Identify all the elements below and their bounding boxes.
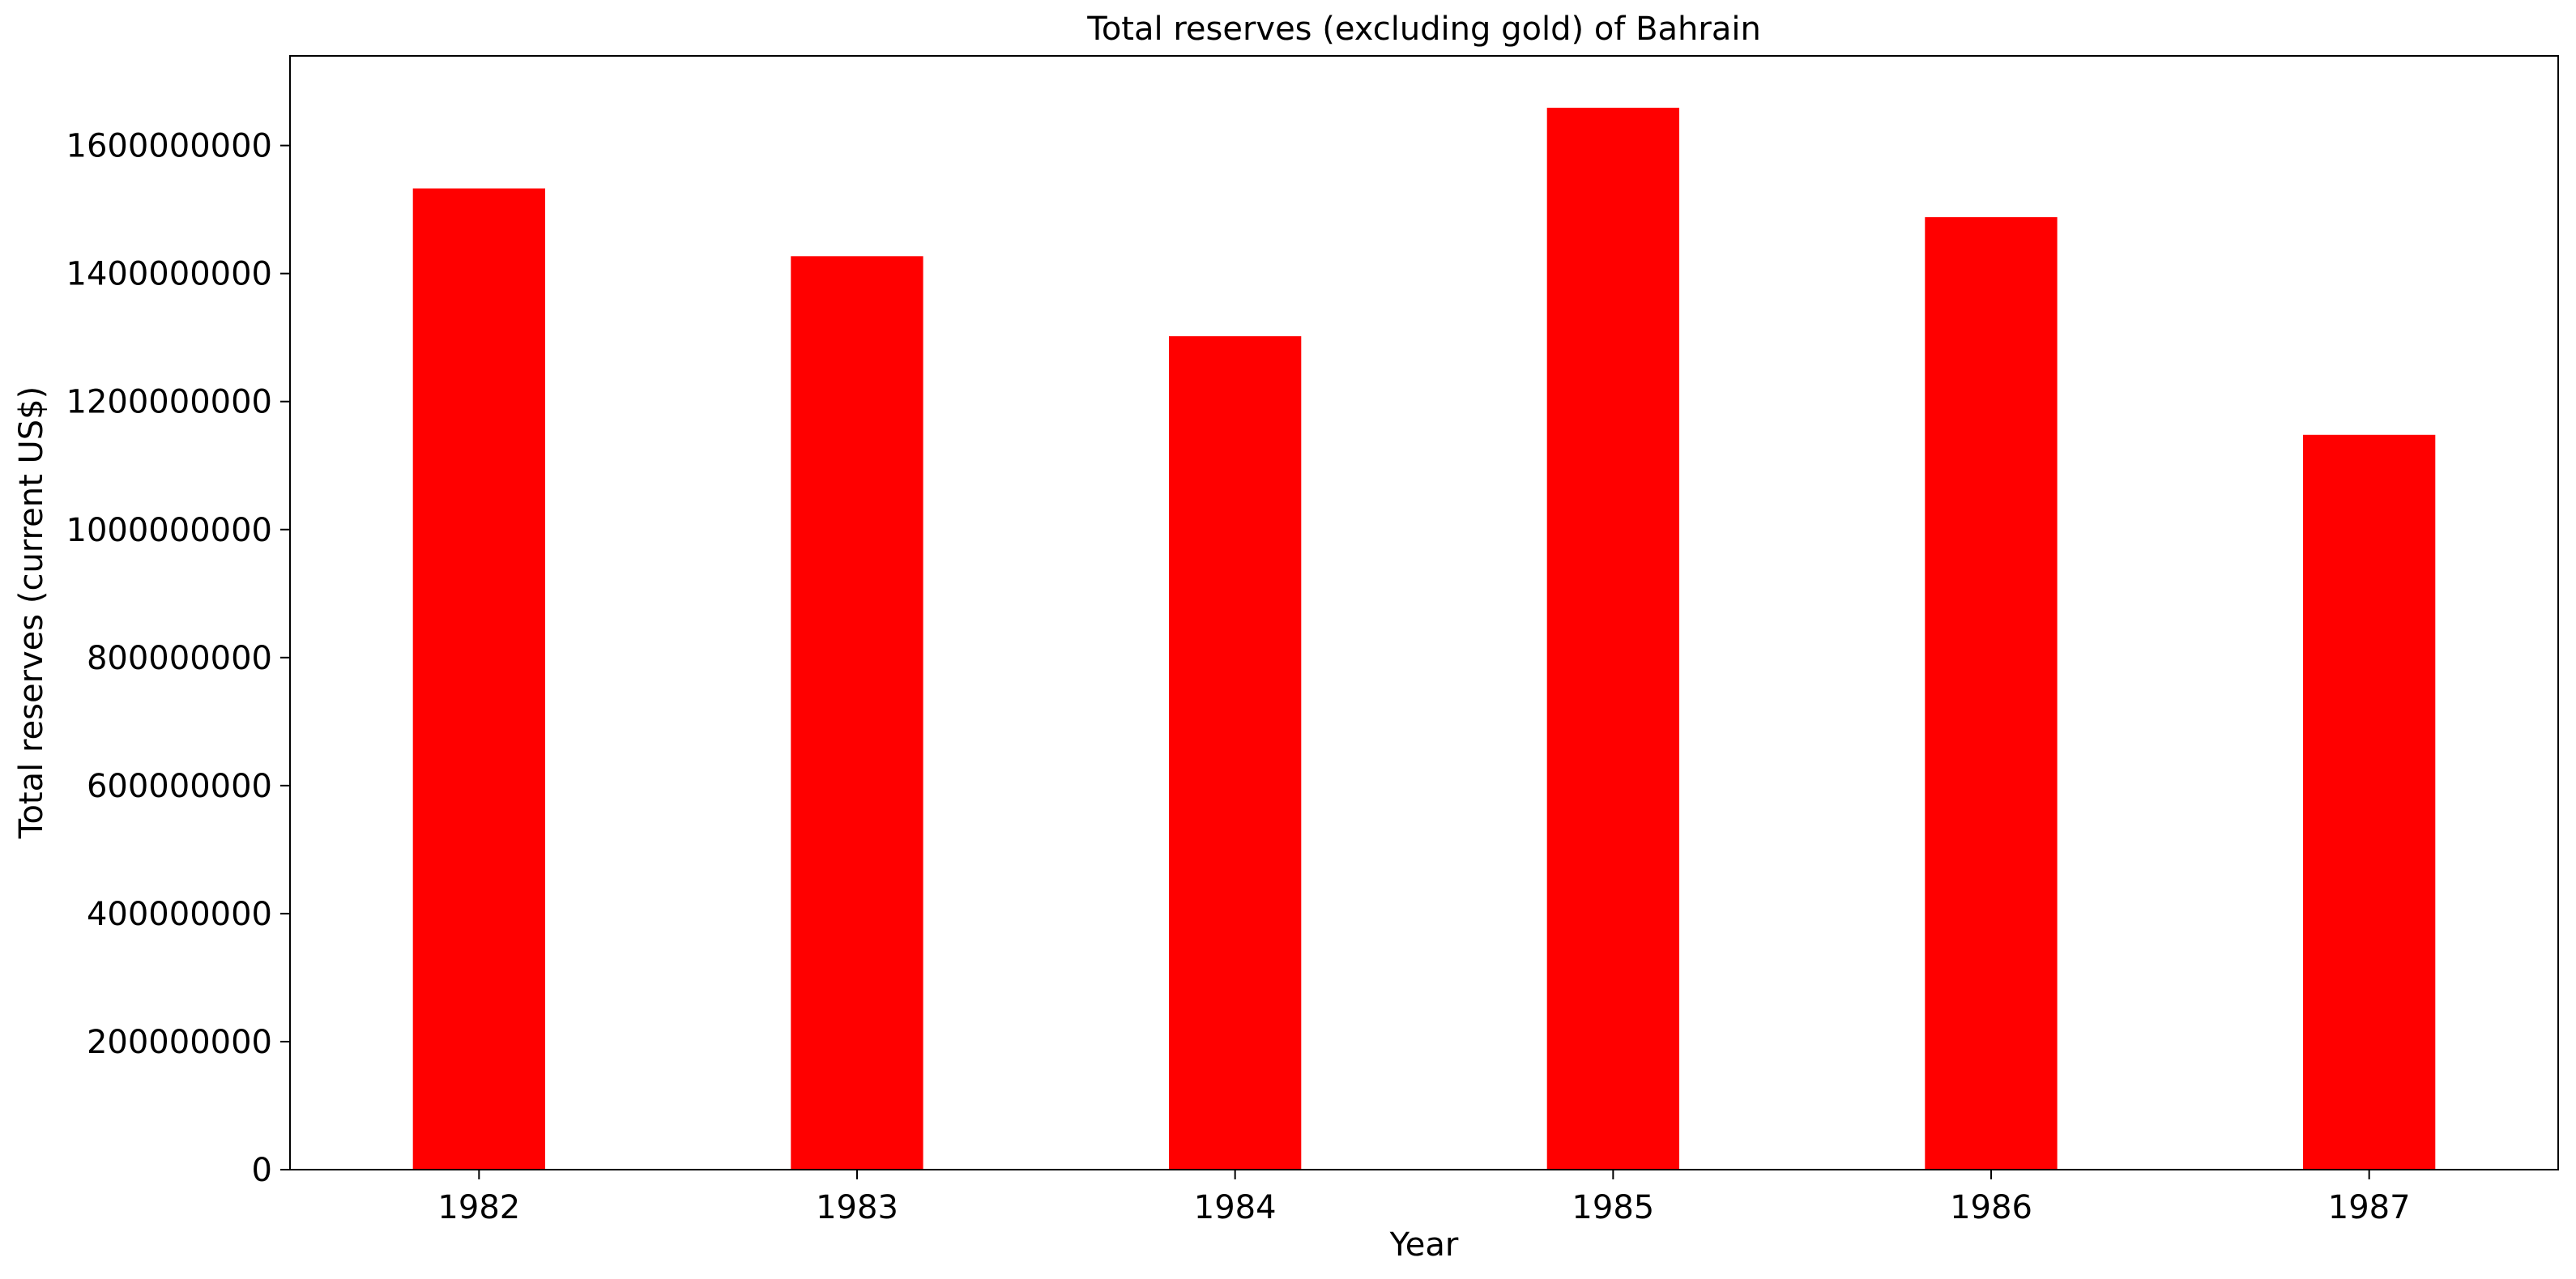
bar-1982 <box>412 188 545 1170</box>
bar-1983 <box>791 256 923 1170</box>
x-tick-label: 1984 <box>1194 1189 1277 1226</box>
x-axis-ticks: 1982 1983 1984 1985 1986 1987 <box>437 1170 2411 1226</box>
x-tick-label: 1983 <box>816 1189 898 1226</box>
bars-group <box>412 108 2436 1170</box>
y-tick-label: 1400000000 <box>66 256 273 293</box>
y-tick-label: 1200000000 <box>66 384 273 421</box>
y-axis-ticks: 0 200000000 400000000 600000000 800000000 100… <box>66 128 290 1189</box>
y-tick-label: 0 <box>252 1152 272 1189</box>
y-axis-label: Total reserves (current US$) <box>13 386 50 839</box>
chart-title: Total reserves (excluding gold) of Bahra… <box>1086 11 1761 48</box>
x-axis-label: Year <box>1389 1226 1459 1264</box>
y-tick-label: 200000000 <box>87 1024 272 1061</box>
y-tick-label: 400000000 <box>87 896 272 933</box>
y-tick-label: 800000000 <box>87 640 272 677</box>
bar-1984 <box>1169 336 1302 1170</box>
plot-frame <box>289 55 2559 1170</box>
bar-1985 <box>1546 108 1679 1170</box>
x-tick-label: 1987 <box>2328 1189 2411 1226</box>
x-tick-label: 1982 <box>437 1189 520 1226</box>
bar-1986 <box>1925 217 2058 1170</box>
y-tick-label: 1000000000 <box>66 512 273 549</box>
y-tick-label: 600000000 <box>87 768 272 805</box>
x-tick-label: 1986 <box>1950 1189 2032 1226</box>
x-tick-label: 1985 <box>1572 1189 1654 1226</box>
y-tick-label: 1600000000 <box>66 128 273 165</box>
bar-1987 <box>2303 434 2436 1170</box>
